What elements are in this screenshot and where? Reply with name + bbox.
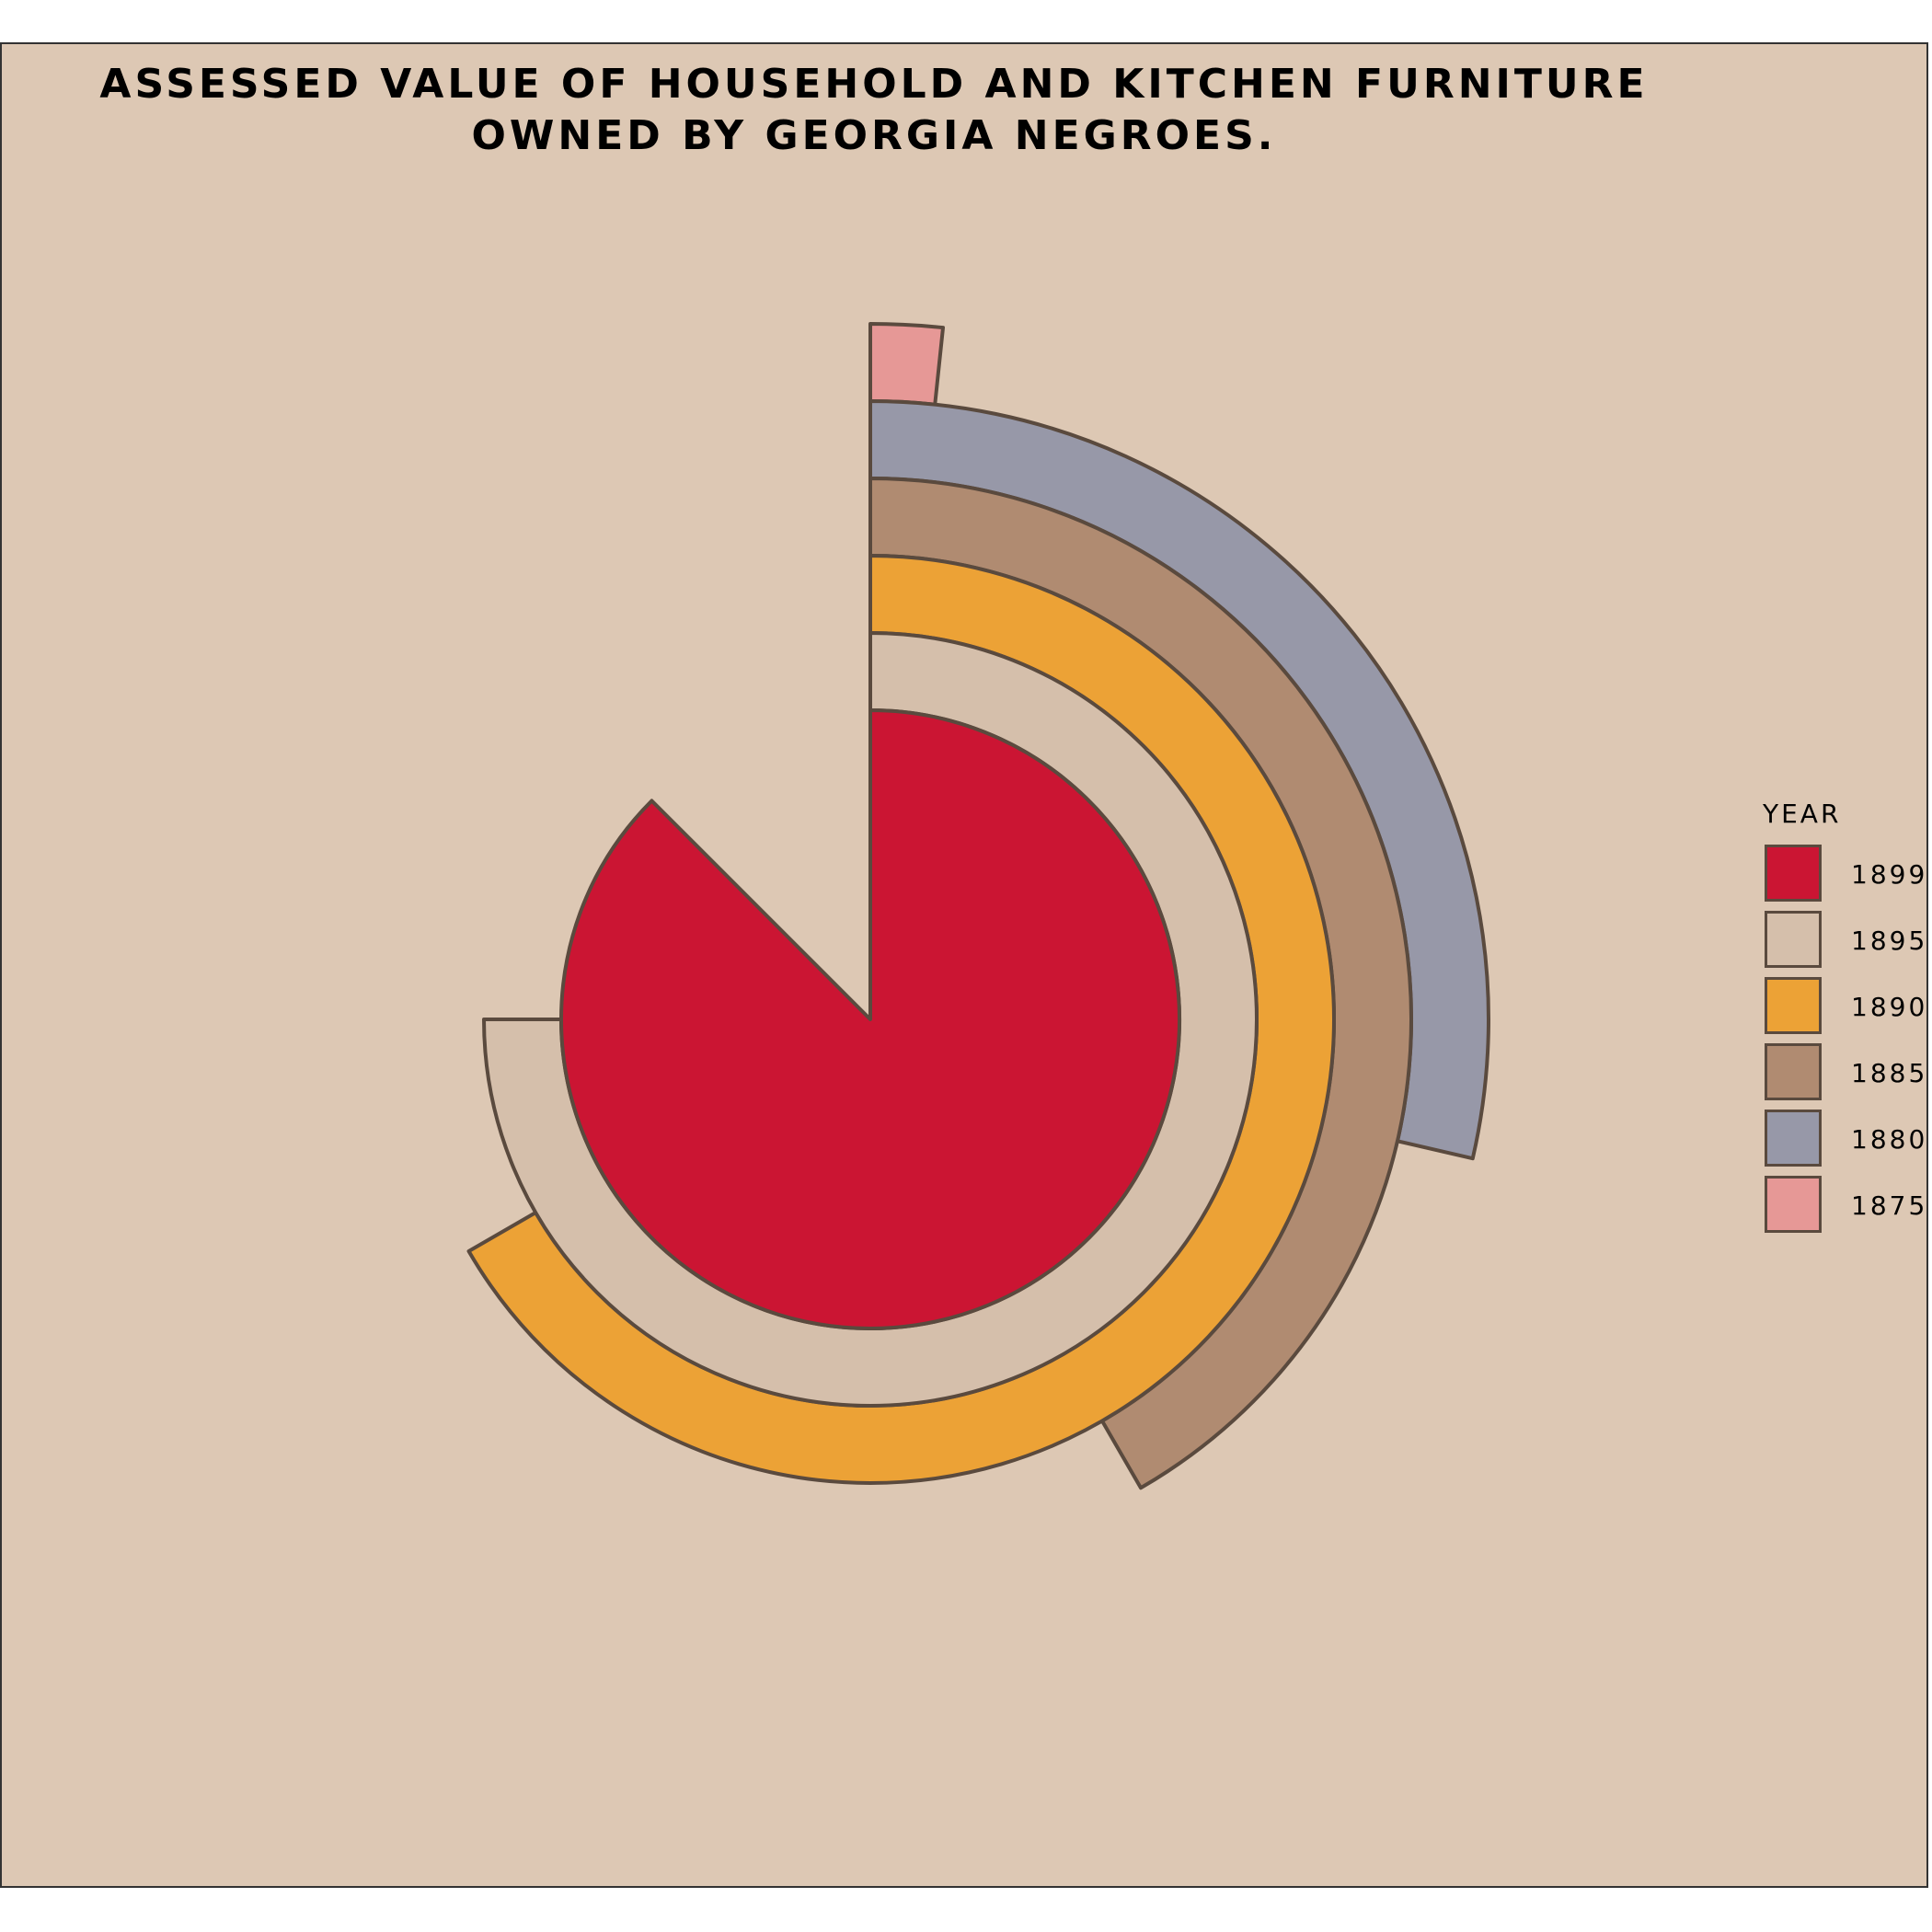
legend-label: 1875 [1851,1190,1928,1221]
legend-swatch [1765,845,1822,902]
bar-1899 [559,708,1181,1330]
legend-swatch [1765,911,1822,968]
legend-label: 1880 [1851,1124,1928,1155]
legend-swatch [1765,1110,1822,1167]
legend-label: 1899 [1851,859,1928,890]
legend-title: YEAR [1763,799,1842,829]
legend-label: 1895 [1851,926,1928,956]
bar-1875 [868,322,946,407]
legend-label: 1890 [1851,992,1928,1022]
legend-swatch [1765,977,1822,1034]
chart-title-line-1: ASSESSED VALUE OF HOUSEHOLD AND KITCHEN … [99,61,1649,108]
legend-label: 1885 [1851,1058,1928,1088]
chart-title-line-2: OWNED BY GEORGIA NEGROES. [471,112,1277,159]
legend-swatch [1765,1176,1822,1233]
legend-swatch [1765,1043,1822,1100]
